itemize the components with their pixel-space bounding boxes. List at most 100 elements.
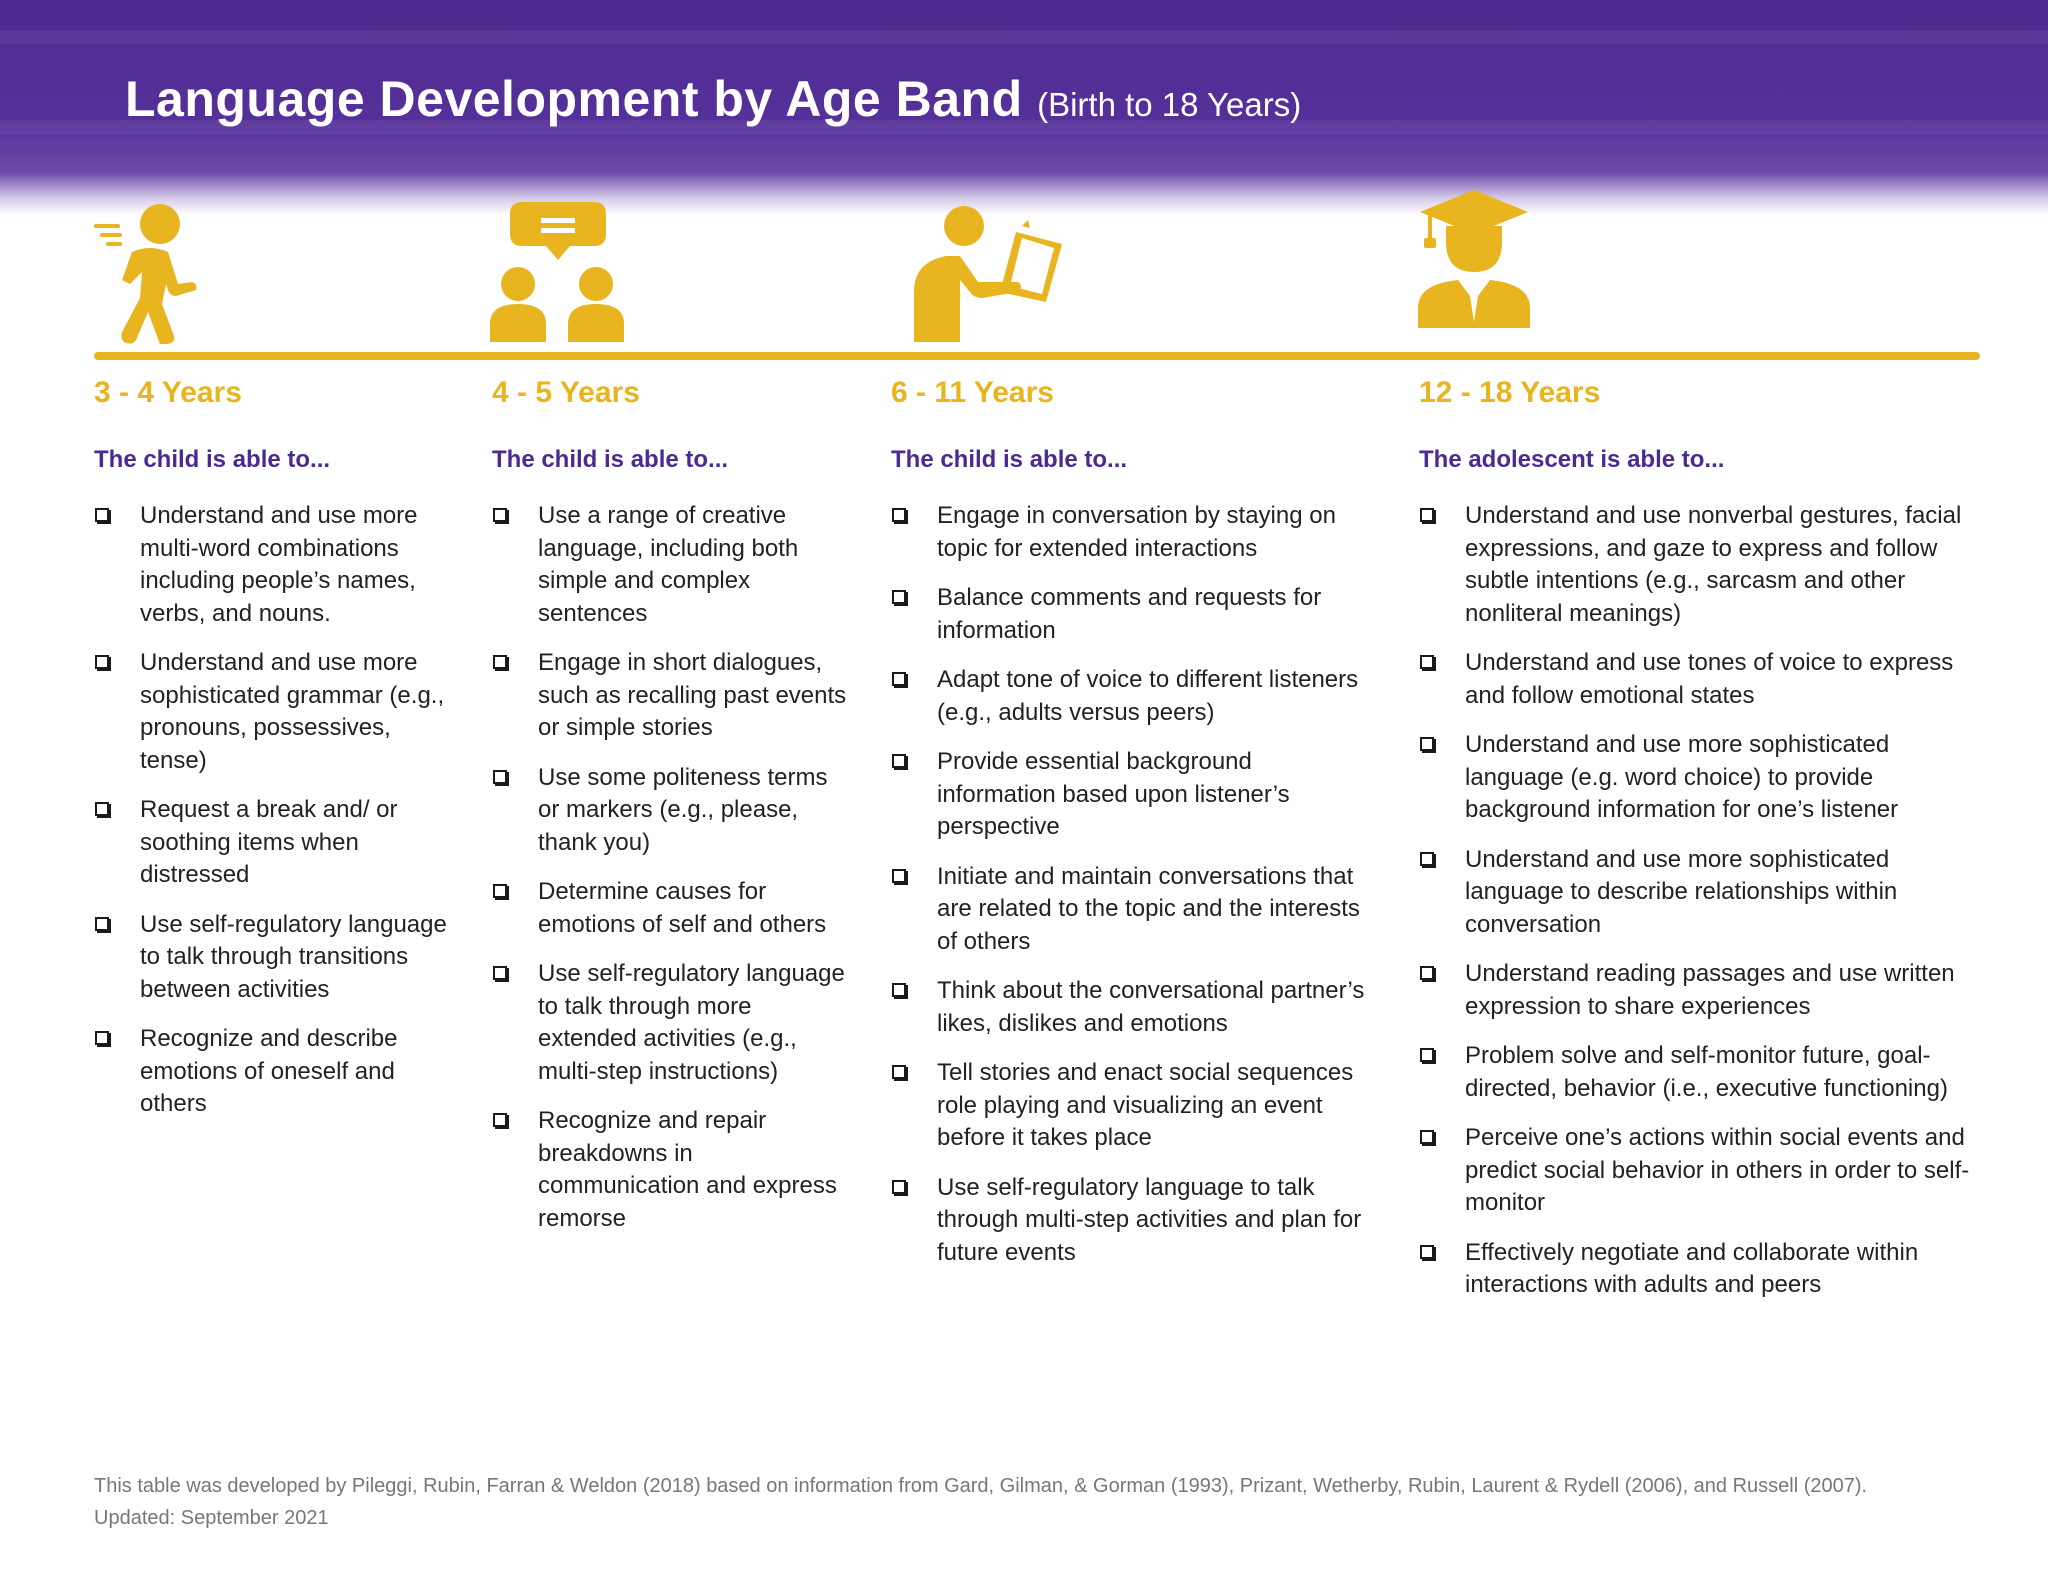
item-text: Think about the conversational partner’s… (937, 977, 1365, 1037)
checkbox-icon (892, 983, 906, 997)
column-6-11-years: 6 - 11 Years The child is able to... Eng… (891, 376, 1367, 1286)
list-item: Understand and use more sophisticated la… (1419, 844, 1979, 942)
list-item: Recognize and describe emotions of onese… (94, 1023, 454, 1121)
item-text: Understand and use more multi-word combi… (140, 502, 418, 627)
skill-list: Engage in conversation by staying on top… (891, 500, 1367, 1269)
checkbox-icon (493, 1113, 507, 1127)
checkbox-icon (1420, 1244, 1434, 1259)
checkbox-icon (892, 1179, 906, 1194)
checkbox-icon (95, 916, 109, 931)
checkbox-icon (493, 508, 507, 522)
item-text: Use a range of creative language, includ… (538, 502, 799, 627)
checkbox-icon (493, 884, 507, 898)
list-item: Use self-regulatory language to talk thr… (94, 909, 454, 1007)
footer-citation: This table was developed by Pileggi, Rub… (94, 1475, 1868, 1529)
item-text: Use self-regulatory language to talk thr… (140, 910, 447, 1003)
item-text: Balance comments and requests for inform… (937, 584, 1322, 644)
yellow-divider (94, 352, 1980, 360)
list-item: Balance comments and requests for inform… (891, 582, 1367, 647)
list-item: Engage in conversation by staying on top… (891, 500, 1367, 565)
list-item: Understand and use tones of voice to exp… (1419, 647, 1979, 712)
item-text: Engage in short dialogues, such as recal… (538, 649, 847, 741)
checkbox-icon (95, 1031, 109, 1045)
item-text: Initiate and maintain conversations that… (937, 862, 1360, 955)
checkbox-icon (493, 655, 507, 669)
age-band-heading: 3 - 4 Years (94, 376, 242, 409)
list-item: Use self-regulatory language to talk thr… (492, 958, 854, 1088)
item-text: Use self-regulatory language to talk thr… (937, 1173, 1362, 1266)
list-item: Use a range of creative language, includ… (492, 500, 854, 630)
list-item: Recognize and repair breakdowns in commu… (492, 1105, 854, 1235)
checkbox-icon (1420, 1048, 1434, 1062)
item-text: Effectively negotiate and collaborate wi… (1465, 1238, 1919, 1299)
item-text: Understand and use nonverbal gestures, f… (1465, 502, 1962, 627)
list-item: Use some politeness terms or markers (e.… (492, 762, 854, 860)
page-title: Language Development by Age Band (Birth … (125, 70, 1301, 128)
column-lead: The adolescent is able to... (1419, 446, 1725, 473)
banner-texture (0, 30, 2048, 44)
graduate-icon (1418, 190, 1530, 328)
item-text: Use self-regulatory language to talk thr… (538, 960, 845, 1085)
skill-list: Understand and use more multi-word combi… (94, 500, 454, 1121)
list-item: Adapt tone of voice to different listene… (891, 664, 1367, 729)
age-band-heading: 6 - 11 Years (891, 376, 1054, 409)
column-12-18-years: 12 - 18 Years The adolescent is able to.… (1419, 376, 1979, 1319)
checkbox-icon (892, 672, 906, 686)
item-text: Understand and use more sophisticated gr… (140, 649, 445, 774)
age-band-heading: 12 - 18 Years (1419, 376, 1601, 409)
checkbox-icon (95, 655, 109, 669)
list-item: Understand and use nonverbal gestures, f… (1419, 500, 1979, 630)
list-item: Think about the conversational partner’s… (891, 975, 1367, 1040)
banner-texture (0, 120, 2048, 134)
column-3-4-years: 3 - 4 Years The child is able to... Unde… (94, 376, 454, 1138)
list-item: Perceive one’s actions within social eve… (1419, 1122, 1979, 1220)
checkbox-icon (493, 769, 507, 784)
header-banner (0, 0, 2048, 215)
list-item: Determine causes for emotions of self an… (492, 876, 854, 941)
item-text: Tell stories and enact social sequences … (937, 1059, 1354, 1151)
list-item: Engage in short dialogues, such as recal… (492, 647, 854, 745)
checkbox-icon (892, 590, 906, 604)
list-item: Provide essential background information… (891, 746, 1367, 844)
item-text: Engage in conversation by staying on top… (937, 502, 1336, 562)
column-4-5-years: 4 - 5 Years The child is able to... Use … (492, 376, 854, 1252)
checkbox-icon (1420, 851, 1434, 866)
item-text: Determine causes for emotions of self an… (538, 878, 827, 938)
item-text: Recognize and describe emotions of onese… (140, 1025, 398, 1117)
checkbox-icon (493, 966, 507, 980)
checkbox-icon (1420, 508, 1434, 522)
column-lead: The child is able to... (891, 446, 1128, 473)
reading-icon (914, 206, 1062, 342)
checkbox-icon (1420, 966, 1434, 980)
item-text: Perceive one’s actions within social eve… (1465, 1124, 1970, 1216)
list-item: Understand and use more sophisticated la… (1419, 729, 1979, 827)
checkbox-icon (1420, 655, 1434, 669)
checkbox-icon (95, 802, 109, 816)
checkbox-icon (892, 868, 906, 883)
skill-list: Use a range of creative language, includ… (492, 500, 854, 1235)
list-item: Tell stories and enact social sequences … (891, 1057, 1367, 1155)
item-text: Recognize and repair breakdowns in commu… (538, 1107, 837, 1232)
list-item: Understand and use more sophisticated gr… (94, 647, 454, 777)
item-text: Provide essential background information… (937, 748, 1290, 840)
checkbox-icon (892, 508, 906, 522)
item-text: Understand and use tones of voice to exp… (1465, 649, 1954, 709)
list-item: Use self-regulatory language to talk thr… (891, 1172, 1367, 1270)
conversation-icon (490, 202, 624, 342)
item-text: Use some politeness terms or markers (e.… (538, 763, 828, 856)
list-item: Initiate and maintain conversations that… (891, 861, 1367, 959)
skill-list: Understand and use nonverbal gestures, f… (1419, 500, 1979, 1302)
walking-child-icon (94, 204, 197, 344)
item-text: Request a break and/ or soothing items w… (140, 796, 398, 888)
column-lead: The child is able to... (94, 446, 331, 473)
checkbox-icon (1420, 737, 1434, 751)
checkbox-icon (892, 1065, 906, 1079)
item-text: Understand reading passages and use writ… (1465, 960, 1955, 1020)
item-text: Understand and use more sophisticated la… (1465, 845, 1898, 938)
list-item: Effectively negotiate and collaborate wi… (1419, 1237, 1979, 1302)
checkbox-icon (95, 508, 109, 522)
list-item: Problem solve and self-monitor future, g… (1419, 1040, 1979, 1105)
title-main: Language Development by Age Band (125, 71, 1023, 127)
item-text: Adapt tone of voice to different listene… (937, 666, 1359, 726)
age-band-heading: 4 - 5 Years (492, 376, 640, 409)
